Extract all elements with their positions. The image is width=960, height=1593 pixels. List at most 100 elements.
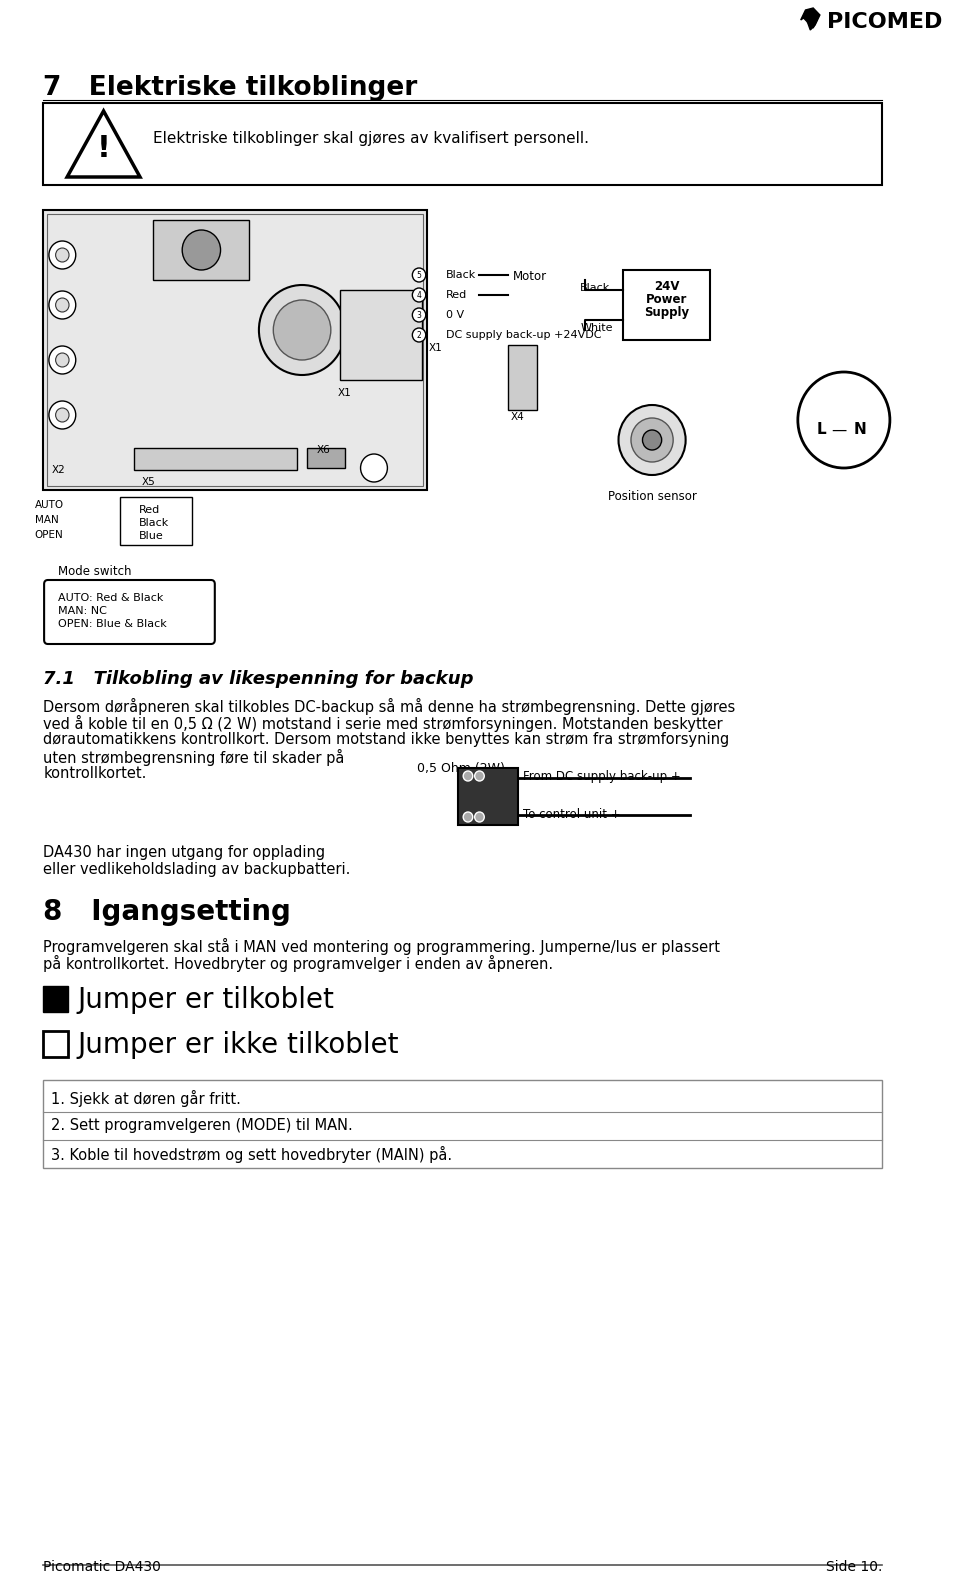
Text: White: White — [580, 323, 612, 333]
Circle shape — [274, 299, 331, 360]
Text: Side 10.: Side 10. — [826, 1560, 882, 1574]
Text: MAN: NC: MAN: NC — [58, 605, 107, 616]
Text: Picomatic DA430: Picomatic DA430 — [43, 1560, 161, 1574]
Text: AUTO: AUTO — [35, 500, 63, 510]
Circle shape — [474, 771, 484, 781]
Circle shape — [413, 328, 426, 342]
Text: X1: X1 — [429, 342, 443, 354]
Text: OPEN: Blue & Black: OPEN: Blue & Black — [58, 620, 166, 629]
Text: 0 V: 0 V — [445, 311, 464, 320]
FancyBboxPatch shape — [120, 497, 192, 545]
Text: Programvelgeren skal stå i MAN ved montering og programmering. Jumperne/lus er p: Programvelgeren skal stå i MAN ved monte… — [43, 938, 720, 956]
FancyBboxPatch shape — [307, 448, 346, 468]
Text: MAN: MAN — [35, 515, 59, 526]
Text: Elektriske tilkoblinger skal gjøres av kvalifisert personell.: Elektriske tilkoblinger skal gjøres av k… — [154, 131, 589, 145]
Text: N: N — [853, 422, 867, 438]
Text: —: — — [831, 422, 847, 438]
Text: OPEN: OPEN — [35, 530, 63, 540]
FancyBboxPatch shape — [341, 290, 422, 381]
Circle shape — [259, 285, 346, 374]
Polygon shape — [801, 8, 820, 30]
Polygon shape — [807, 13, 817, 29]
Text: !: ! — [97, 134, 110, 162]
Circle shape — [618, 405, 685, 475]
FancyBboxPatch shape — [44, 580, 215, 644]
Text: Position sensor: Position sensor — [608, 491, 697, 503]
Circle shape — [798, 373, 890, 468]
Text: 7   Elektriske tilkoblinger: 7 Elektriske tilkoblinger — [43, 75, 418, 100]
Text: From DC supply back-up +: From DC supply back-up + — [522, 769, 681, 784]
FancyBboxPatch shape — [43, 1031, 68, 1058]
Text: PICOMED: PICOMED — [827, 13, 942, 32]
Circle shape — [463, 812, 472, 822]
Text: Motor: Motor — [513, 269, 547, 284]
Text: Black: Black — [139, 518, 169, 527]
Text: DC supply back-up +24VDC: DC supply back-up +24VDC — [445, 330, 601, 339]
Text: Mode switch: Mode switch — [58, 566, 131, 578]
Text: Red: Red — [445, 290, 468, 299]
Text: ved å koble til en 0,5 Ω (2 W) motstand i serie med strømforsyningen. Motstanden: ved å koble til en 0,5 Ω (2 W) motstand … — [43, 715, 723, 733]
Text: Blue: Blue — [139, 530, 164, 542]
Text: 7.1   Tilkobling av likespenning for backup: 7.1 Tilkobling av likespenning for backu… — [43, 671, 473, 688]
FancyBboxPatch shape — [623, 269, 709, 339]
Text: 3. Koble til hovedstrøm og sett hovedbryter (MAIN) på.: 3. Koble til hovedstrøm og sett hovedbry… — [51, 1145, 452, 1163]
Text: dørautomatikkens kontrollkort. Dersom motstand ikke benyttes kan strøm fra strøm: dørautomatikkens kontrollkort. Dersom mo… — [43, 733, 730, 747]
Text: uten strømbegrensning føre til skader på: uten strømbegrensning føre til skader på — [43, 749, 345, 766]
Circle shape — [463, 771, 472, 781]
FancyBboxPatch shape — [43, 986, 68, 1012]
Text: Black: Black — [580, 284, 611, 293]
Circle shape — [56, 249, 69, 261]
Text: 5: 5 — [417, 271, 421, 279]
Text: Black: Black — [445, 269, 476, 280]
Circle shape — [413, 268, 426, 282]
Circle shape — [361, 454, 388, 483]
Text: 0,5 Ohm (2W): 0,5 Ohm (2W) — [418, 761, 505, 776]
Text: AUTO: Red & Black: AUTO: Red & Black — [58, 593, 163, 604]
Text: X6: X6 — [317, 444, 330, 456]
Text: 1. Sjekk at døren går fritt.: 1. Sjekk at døren går fritt. — [51, 1090, 241, 1107]
Text: eller vedlikeholdslading av backupbatteri.: eller vedlikeholdslading av backupbatter… — [43, 862, 350, 878]
Circle shape — [49, 241, 76, 269]
Text: 3: 3 — [417, 311, 421, 320]
Circle shape — [182, 229, 221, 269]
Text: 2: 2 — [417, 330, 421, 339]
Circle shape — [49, 346, 76, 374]
Circle shape — [474, 812, 484, 822]
Text: 2. Sett programvelgeren (MODE) til MAN.: 2. Sett programvelgeren (MODE) til MAN. — [51, 1118, 352, 1133]
Text: 24V: 24V — [654, 280, 680, 293]
Circle shape — [49, 292, 76, 319]
Text: kontrollkortet.: kontrollkortet. — [43, 766, 147, 781]
Text: X5: X5 — [142, 476, 156, 487]
FancyBboxPatch shape — [43, 210, 427, 491]
Text: DA430 har ingen utgang for opplading: DA430 har ingen utgang for opplading — [43, 844, 325, 860]
FancyBboxPatch shape — [43, 104, 882, 185]
Text: X4: X4 — [511, 413, 525, 422]
Circle shape — [631, 417, 673, 462]
Polygon shape — [67, 112, 140, 177]
Text: Dersom døråpneren skal tilkobles DC-backup så må denne ha strømbegrensning. Dett: Dersom døråpneren skal tilkobles DC-back… — [43, 698, 735, 715]
Text: X1: X1 — [338, 389, 351, 398]
FancyBboxPatch shape — [134, 448, 298, 470]
Text: Power: Power — [646, 293, 687, 306]
Circle shape — [413, 288, 426, 303]
Text: Jumper er ikke tilkoblet: Jumper er ikke tilkoblet — [78, 1031, 399, 1059]
Text: X2: X2 — [52, 465, 65, 475]
Circle shape — [56, 408, 69, 422]
FancyBboxPatch shape — [458, 768, 517, 825]
Text: To control unit +: To control unit + — [522, 808, 620, 820]
Circle shape — [56, 354, 69, 366]
Text: på kontrollkortet. Hovedbryter og programvelger i enden av åpneren.: på kontrollkortet. Hovedbryter og progra… — [43, 954, 553, 972]
Text: 4: 4 — [417, 290, 421, 299]
Text: Jumper er tilkoblet: Jumper er tilkoblet — [78, 986, 334, 1015]
Circle shape — [413, 307, 426, 322]
Circle shape — [642, 430, 661, 449]
FancyBboxPatch shape — [43, 1080, 882, 1168]
Text: Red: Red — [139, 505, 160, 515]
Circle shape — [56, 298, 69, 312]
Text: 8   Igangsetting: 8 Igangsetting — [43, 898, 291, 926]
FancyBboxPatch shape — [508, 346, 537, 409]
Text: Supply: Supply — [644, 306, 689, 319]
FancyBboxPatch shape — [154, 220, 250, 280]
Circle shape — [49, 401, 76, 429]
Text: L: L — [817, 422, 827, 438]
